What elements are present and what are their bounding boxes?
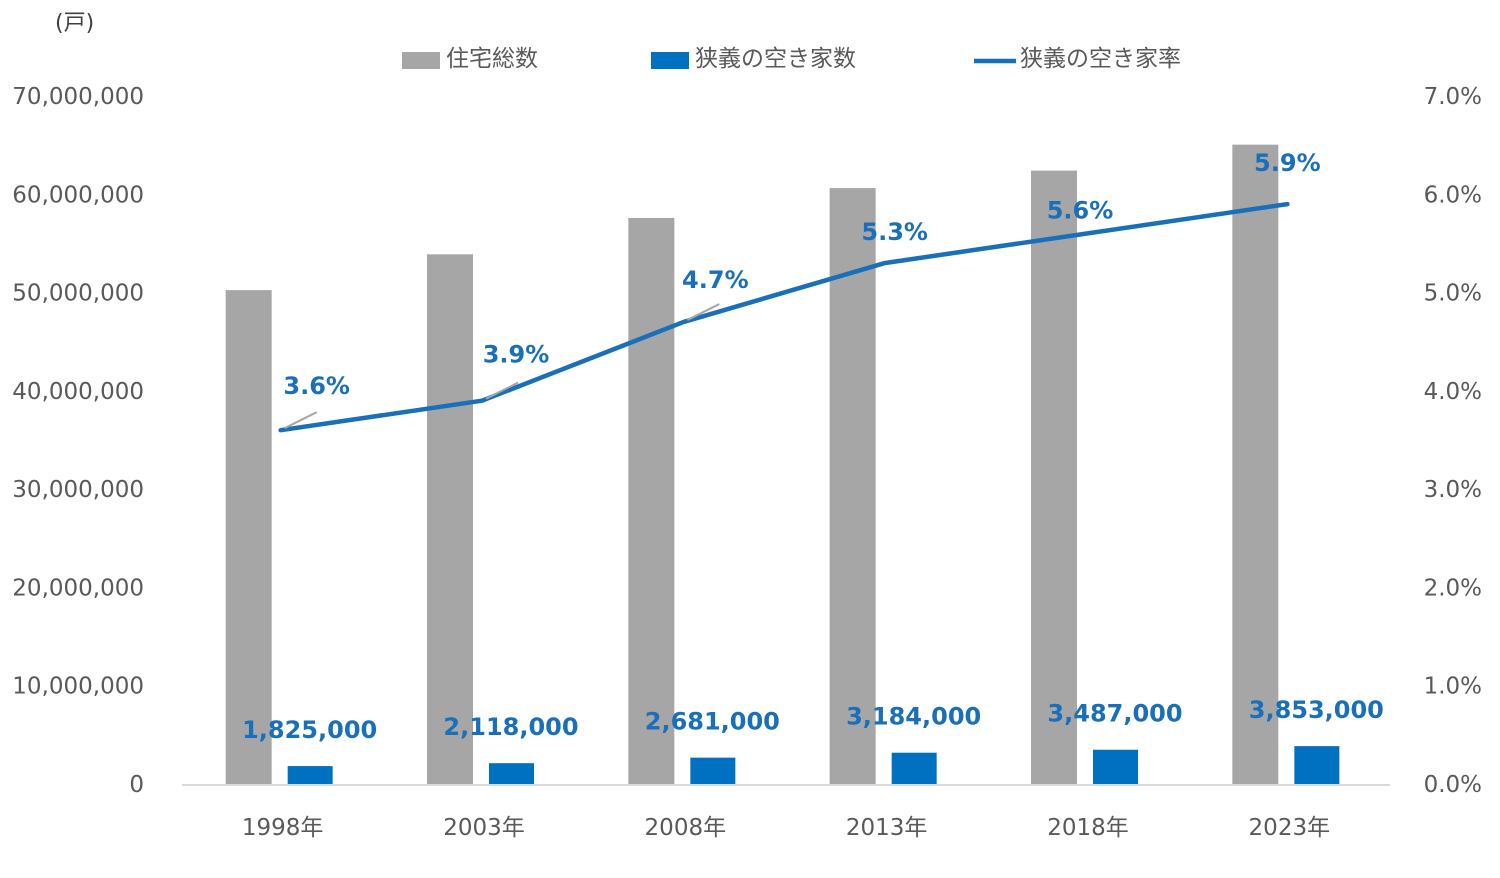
bar-vacant-houses-2008年 [690,757,736,784]
bar-total-housing-2008年 [628,217,675,785]
right-y-tick-label: 3.0% [1424,477,1482,503]
x-tick-label: 1998年 [242,815,324,841]
bar-total-housing-2003年 [427,254,473,785]
left-y-tick-label: 10,000,000 [12,674,144,700]
x-tick-label: 2013年 [846,815,928,841]
rate-data-label: 5.3% [861,218,928,246]
legend-label: 狭義の空き家率 [1020,46,1181,72]
bar-vacant-houses-2018年 [1093,749,1138,784]
x-tick-label: 2008年 [645,815,727,841]
x-tick-label: 2003年 [443,815,525,841]
left-y-tick-label: 60,000,000 [12,182,144,208]
rate-label-leader-line [284,411,318,430]
bar-vacant-houses-1998年 [287,766,333,784]
vacant-count-data-label: 2,681,000 [645,708,780,736]
left-y-axis: 0 10,000,000 20,000,000 30,000,000 40,000,00… [12,84,144,798]
left-y-tick-label: 70,000,000 [12,84,144,110]
right-y-tick-label: 4.0% [1424,379,1482,405]
rate-data-label: 3.9% [483,341,550,369]
right-y-tick-label: 2.0% [1424,575,1482,601]
x-tick-label: 2023年 [1249,815,1331,841]
bar-vacant-houses-2013年 [891,752,937,784]
data-labels-group: 3.6% 3.9% 4.7% 5.3% 5.6% 5.9% 1,825,000 2,118,0… [242,149,1384,744]
left-y-tick-label: 40,000,000 [12,379,144,405]
bar-series-group [225,144,1340,785]
legend-swatch-1 [651,52,689,69]
legend-swatch-0 [402,52,440,69]
right-y-tick-label: 0.0% [1424,772,1482,798]
right-y-axis: 0.0% 1.0% 2.0% 3.0% 4.0% 5.0% 6.0% 7.0% [1424,84,1482,798]
x-tick-label: 2018年 [1047,815,1129,841]
rate-data-label: 4.7% [682,266,749,294]
line-series-group [278,201,1290,433]
rate-data-label: 5.9% [1254,149,1321,177]
vacant-count-data-label: 3,853,000 [1249,696,1384,724]
bar-vacant-houses-2023年 [1294,746,1340,784]
legend: 住宅総数 狭義の空き家数 狭義の空き家率 [402,46,1181,72]
x-axis: 1998年 2003年 2008年 2013年 2018年 2023年 [242,815,1330,841]
rate-label-leader-line [485,381,519,400]
legend-label: 狭義の空き家数 [695,46,856,72]
right-y-tick-label: 7.0% [1424,84,1482,110]
vacant-count-data-label: 1,825,000 [242,716,377,744]
line-vacancy-rate [278,201,1290,433]
bar-total-housing-2023年 [1232,144,1279,784]
right-y-tick-label: 1.0% [1424,674,1482,700]
right-y-tick-label: 5.0% [1424,281,1482,307]
rate-label-leader-line [686,303,720,321]
legend-label: 住宅総数 [446,46,538,72]
vacant-count-data-label: 2,118,000 [443,713,578,741]
left-y-tick-label: 20,000,000 [12,575,144,601]
left-y-tick-label: 30,000,000 [12,477,144,503]
bar-total-housing-1998年 [225,290,272,784]
y-axis-unit-label: (戸) [55,11,94,36]
rate-data-label: 5.6% [1047,197,1114,225]
right-y-tick-label: 6.0% [1424,182,1482,208]
vacant-count-data-label: 3,487,000 [1047,700,1182,728]
vacant-count-data-label: 3,184,000 [846,703,981,731]
bar-total-housing-2013年 [829,188,876,784]
rate-data-label: 3.6% [283,372,350,400]
left-y-tick-label: 50,000,000 [12,281,144,307]
left-y-tick-label: 0 [129,772,144,798]
bar-total-housing-2018年 [1031,170,1077,784]
bar-vacant-houses-2003年 [489,763,534,784]
